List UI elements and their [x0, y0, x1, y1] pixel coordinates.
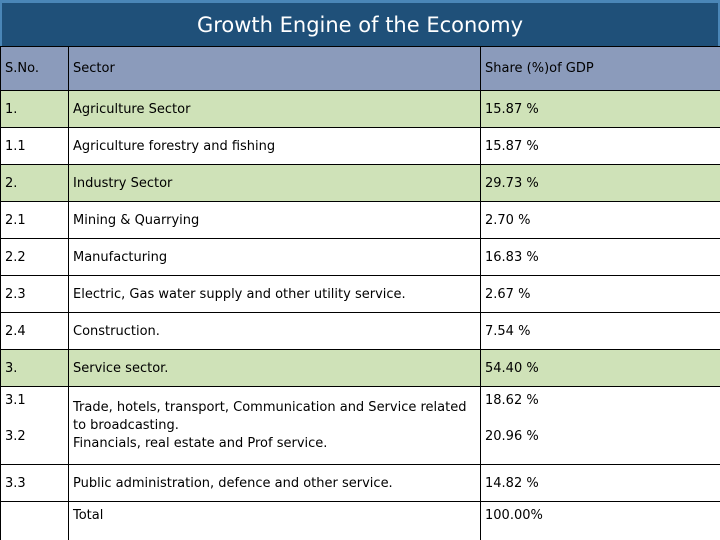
header-share: Share (%)of GDP [480, 46, 720, 91]
cell-total-sno [0, 501, 69, 540]
table-header-row: S.No. Sector Share (%)of GDP [0, 46, 720, 91]
cell-share: 2.67 % [480, 275, 720, 313]
table-row: 2. Industry Sector 29.73 % [0, 164, 720, 202]
cell-sector: Agriculture Sector [68, 90, 481, 128]
cell-sno-combined: 3.1 3.2 [0, 386, 69, 465]
cell-sno: 2. [0, 164, 69, 202]
cell-sno: 1.1 [0, 127, 69, 165]
cell-sno: 1. [0, 90, 69, 128]
table-row: 1.1 Agriculture forestry and fishing 15.… [0, 127, 720, 165]
cell-sno-3-1: 3.1 [5, 393, 26, 408]
cell-share: 16.83 % [480, 238, 720, 276]
slide-title: Growth Engine of the Economy [0, 0, 720, 50]
cell-share-3-2: 20.96 % [485, 429, 539, 444]
table-row-combined: 3.1 3.2 Trade, hotels, transport, Commun… [0, 386, 720, 465]
header-sno: S.No. [0, 46, 69, 91]
cell-total-share: 100.00% [480, 501, 720, 540]
cell-sno-3-2: 3.2 [5, 429, 26, 444]
cell-sector: Industry Sector [68, 164, 481, 202]
cell-share: 15.87 % [480, 127, 720, 165]
cell-sno: 2.1 [0, 201, 69, 239]
cell-sector-3-1: Trade, hotels, transport, Communication … [73, 399, 467, 433]
header-sector: Sector [68, 46, 481, 91]
cell-share: 29.73 % [480, 164, 720, 202]
cell-share-3-1: 18.62 % [485, 393, 539, 408]
table-row: 1. Agriculture Sector 15.87 % [0, 90, 720, 128]
gdp-share-table: S.No. Sector Share (%)of GDP 1. Agricult… [0, 46, 720, 540]
cell-sno: 2.3 [0, 275, 69, 313]
cell-share: 15.87 % [480, 90, 720, 128]
table-row: 2.2 Manufacturing 16.83 % [0, 238, 720, 276]
cell-sector: Manufacturing [68, 238, 481, 276]
cell-sector: Electric, Gas water supply and other uti… [68, 275, 481, 313]
cell-share: 2.70 % [480, 201, 720, 239]
table-row: 3. Service sector. 54.40 % [0, 349, 720, 387]
cell-share-combined: 18.62 % 20.96 % [480, 386, 720, 465]
cell-share: 7.54 % [480, 312, 720, 350]
cell-share: 54.40 % [480, 349, 720, 387]
cell-sector: Public administration, defence and other… [68, 464, 481, 502]
table-row: 2.1 Mining & Quarrying 2.70 % [0, 201, 720, 239]
table-row: 3.3 Public administration, defence and o… [0, 464, 720, 502]
table-row: 2.3 Electric, Gas water supply and other… [0, 275, 720, 313]
cell-sno: 2.2 [0, 238, 69, 276]
cell-sector-combined: Trade, hotels, transport, Communication … [68, 386, 481, 465]
cell-sno: 3. [0, 349, 69, 387]
cell-share: 14.82 % [480, 464, 720, 502]
cell-total-label: Total [68, 501, 481, 540]
cell-sector: Mining & Quarrying [68, 201, 481, 239]
cell-sector: Construction. [68, 312, 481, 350]
cell-sector: Agriculture forestry and fishing [68, 127, 481, 165]
cell-sno: 3.3 [0, 464, 69, 502]
cell-sno: 2.4 [0, 312, 69, 350]
table-row: 2.4 Construction. 7.54 % [0, 312, 720, 350]
cell-sector: Service sector. [68, 349, 481, 387]
cell-sector-3-2: Financials, real estate and Prof service… [73, 435, 328, 451]
table-total-row: Total 100.00% [0, 501, 720, 540]
